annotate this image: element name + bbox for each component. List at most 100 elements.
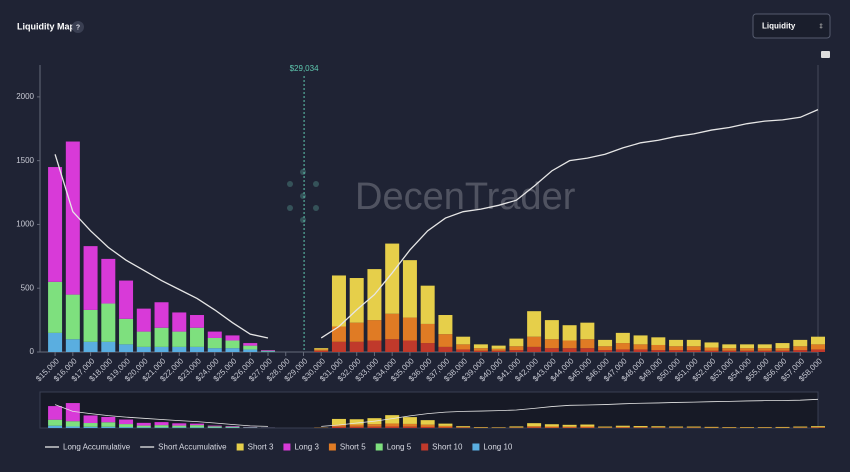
bar — [420, 343, 435, 352]
bar — [225, 348, 240, 352]
navigator-bar — [190, 423, 205, 426]
bar — [544, 339, 559, 349]
legend-label[interactable]: Long 3 — [294, 443, 319, 452]
navigator-bar — [385, 415, 400, 424]
bar — [757, 348, 772, 351]
bar — [385, 313, 400, 340]
bar — [243, 343, 258, 346]
navigator-bar — [402, 426, 417, 428]
bar — [544, 348, 559, 352]
navigator-bar — [367, 424, 382, 427]
navigator-bar — [544, 426, 559, 428]
bar — [225, 340, 240, 349]
line — [54, 154, 269, 339]
bar — [793, 346, 808, 351]
legend-swatch — [328, 443, 336, 451]
navigator-bar — [704, 426, 719, 428]
legend-label[interactable]: Short 10 — [432, 443, 463, 452]
bar — [740, 350, 755, 352]
bar — [367, 320, 382, 341]
navigator-bar — [420, 424, 435, 427]
bar — [402, 260, 417, 318]
navigator-bar — [101, 422, 116, 427]
bar — [633, 344, 648, 350]
bar — [740, 348, 755, 351]
legend-label[interactable]: Short 3 — [248, 443, 274, 452]
navigator-bar — [562, 424, 577, 427]
bar — [367, 340, 382, 352]
bar — [562, 325, 577, 341]
bar — [48, 281, 63, 333]
legend-swatch — [472, 443, 480, 451]
bar — [757, 344, 772, 349]
bar — [314, 348, 329, 350]
legend-swatch — [421, 443, 429, 451]
legend-label[interactable]: Long 10 — [483, 443, 512, 452]
bar — [260, 350, 275, 351]
bar — [704, 342, 719, 348]
navigator-bar — [136, 425, 151, 428]
bar — [491, 345, 506, 349]
navigator-bar — [207, 425, 222, 427]
bar — [562, 348, 577, 352]
legend-label[interactable]: Long 5 — [387, 443, 412, 452]
legend-swatch — [283, 443, 291, 451]
navigator-bar — [438, 423, 453, 426]
navigator-bar — [83, 415, 98, 424]
bar — [509, 338, 524, 347]
bar — [190, 346, 205, 352]
navigator-bar — [331, 426, 346, 428]
bar — [580, 339, 595, 349]
bar — [402, 340, 417, 352]
dropdown-label[interactable]: Liquidity — [762, 22, 796, 31]
bar — [686, 350, 701, 352]
bar — [260, 350, 275, 352]
current-price-label: $29,034 — [290, 64, 319, 73]
bar — [331, 275, 346, 327]
bar — [811, 344, 825, 350]
dropdown-arrow[interactable]: ⇕ — [818, 22, 824, 30]
camera-icon[interactable] — [821, 51, 830, 58]
y-tick-label: 2000 — [16, 92, 34, 101]
navigator-bar — [402, 423, 417, 427]
navigator-bar — [651, 426, 666, 428]
navigator-bar — [527, 423, 542, 427]
bar — [669, 350, 684, 352]
bar — [349, 322, 364, 342]
bar — [704, 350, 719, 352]
help-label[interactable]: ? — [76, 24, 80, 31]
bar — [83, 246, 98, 310]
bar — [775, 348, 790, 351]
bar — [438, 315, 453, 335]
bar — [704, 347, 719, 351]
legend-label[interactable]: Short Accumulative — [158, 443, 227, 452]
legend-label[interactable]: Short 5 — [340, 443, 366, 452]
help-button[interactable] — [72, 21, 84, 33]
bar — [190, 315, 205, 328]
bar — [527, 336, 542, 347]
navigator-bar — [811, 427, 825, 428]
bar — [615, 349, 630, 352]
dropdown[interactable] — [752, 13, 831, 39]
navigator-bar — [101, 426, 116, 428]
bar — [456, 349, 471, 352]
bar — [420, 323, 435, 344]
bar — [172, 312, 187, 332]
bar — [136, 331, 151, 347]
navigator-bar — [190, 425, 205, 428]
legend-swatch — [236, 443, 244, 451]
navigator-bar — [509, 426, 524, 428]
bar — [686, 339, 701, 347]
navigator-bar — [615, 426, 630, 428]
bar — [225, 335, 240, 341]
navigator-bar — [438, 425, 453, 428]
navigator-line — [321, 398, 819, 427]
page-title: Liquidity Map — [17, 21, 75, 31]
bar — [243, 349, 258, 352]
bar — [598, 350, 613, 352]
legend-label[interactable]: Long Accumulative — [63, 443, 131, 452]
bar — [544, 320, 559, 340]
bar — [633, 349, 648, 352]
navigator-line — [54, 404, 268, 427]
navigator-bar — [420, 426, 435, 428]
